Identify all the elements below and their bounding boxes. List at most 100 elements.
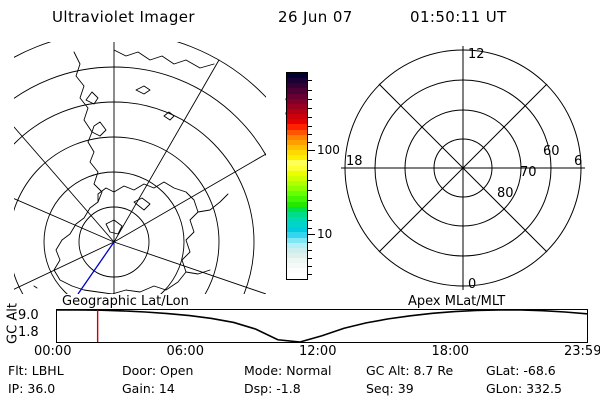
colorbar-minor-tick: [308, 266, 312, 267]
colorbar-minor-tick: [308, 250, 312, 251]
status-bar: Flt: LBHL IP: 36.0 Door: Open Gain: 14 M…: [0, 362, 600, 400]
colorbar-minor-tick: [308, 190, 312, 191]
colorbar-minor-tick: [308, 99, 312, 100]
colorbar-band: [287, 180, 307, 187]
orbit-ytick-high: 9.0: [18, 308, 39, 323]
colorbar-band: [287, 222, 307, 228]
colorbar-major-tick: [308, 150, 315, 151]
colorbar-band: [287, 258, 307, 264]
colorbar-band: [287, 227, 307, 233]
colorbar-minor-tick: [308, 160, 312, 161]
colorbar-band: [287, 232, 307, 238]
colorbar-tick-label: 100: [317, 143, 340, 157]
geographic-map-panel[interactable]: [14, 42, 266, 294]
orbit-x-axis-ticks: 00:00 06:00 12:00 18:00 23:59: [0, 344, 600, 360]
mlt-label-bottom: 0: [468, 277, 476, 292]
status-glat: GLat: -68.6: [486, 363, 556, 378]
colorbar-band: [287, 73, 307, 79]
colorbar-band: [287, 93, 307, 99]
orbit-altitude-curve: [57, 310, 587, 342]
colorbar-minor-tick: [308, 117, 312, 118]
colorbar-minor-tick: [308, 274, 312, 275]
colorbar-band: [287, 155, 307, 161]
colorbar-band: [287, 191, 307, 197]
svg-text:80: 80: [497, 186, 514, 201]
colorbar-band: [287, 114, 307, 120]
colorbar-band: [287, 98, 307, 104]
orbit-xtick-label: 06:00: [166, 344, 204, 359]
status-gain: Gain: 14: [122, 381, 175, 396]
colorbar-band: [287, 144, 307, 151]
colorbar-tick-label: 10: [317, 227, 333, 241]
colorbar-band: [287, 78, 307, 84]
colorbar-band: [287, 124, 307, 130]
header-bar: Ultraviolet Imager 26 Jun 07 01:50:11 UT: [0, 0, 600, 34]
colorbar-minor-tick: [308, 228, 312, 229]
colorbar-minor-tick: [308, 220, 312, 221]
colorbar-minor-tick: [308, 242, 312, 243]
graticule-lines: [14, 42, 266, 294]
orbit-ytick-low: 1.8: [18, 325, 39, 340]
colorbar-tick-axis: 100 10: [308, 72, 340, 280]
status-gc-alt: GC Alt: 8.7 Re: [366, 363, 454, 378]
page-title: Ultraviolet Imager: [52, 8, 195, 26]
colorbar-band: [287, 134, 307, 140]
colorbar-band: [287, 273, 307, 279]
colorbar-minor-tick: [308, 134, 312, 135]
colorbar-minor-tick: [308, 170, 312, 171]
colorbar-band: [287, 88, 307, 94]
mlt-latitude-labels: 60 70 80: [497, 144, 560, 201]
mlt-dial-svg: 12 6 0 18 60 70 80: [341, 46, 585, 292]
mlt-label-right: 6: [574, 154, 582, 169]
orbit-altitude-panel[interactable]: Geographic Lat/Lon Apex MLat/MLT GC Alt …: [0, 294, 600, 359]
colorbar-minor-tick: [308, 210, 312, 211]
colorbar-band: [287, 201, 307, 207]
mlt-label-left: 18: [346, 154, 363, 169]
colorbar-minor-tick: [308, 108, 312, 109]
mlt-label-top: 12: [468, 47, 485, 62]
orbit-xtick-label: 18:00: [431, 344, 469, 359]
colorbar-band: [287, 119, 307, 125]
colorbar-band: [287, 160, 307, 166]
mlt-hour-labels: 12 6 0 18: [346, 47, 582, 292]
orbit-altitude-plot[interactable]: [56, 309, 588, 343]
colorbar-minor-tick: [308, 142, 312, 143]
colorbar-minor-tick: [308, 126, 312, 127]
mlt-panel-caption: Apex MLat/MLT: [408, 294, 506, 309]
mlt-dial-panel[interactable]: 12 6 0 18 60 70 80: [334, 42, 592, 294]
colorbar-band: [287, 108, 307, 115]
status-dsp: Dsp: -1.8: [244, 381, 301, 396]
orbit-xtick-label: 00:00: [34, 344, 72, 359]
colorbar-band: [287, 216, 307, 223]
colorbar-minor-tick: [308, 258, 312, 259]
status-seq: Seq: 39: [366, 381, 414, 396]
colorbar-band: [287, 129, 307, 135]
colorbar-band: [287, 150, 307, 156]
subsatellite-track-line: [77, 241, 115, 294]
status-column-flight: Flt: LBHL IP: 36.0: [8, 362, 64, 398]
colorbar-band: [287, 170, 307, 176]
observation-time: 01:50:11 UT: [410, 8, 507, 26]
mlt-spokes: [341, 46, 585, 290]
colorbar-band: [287, 139, 307, 145]
geo-panel-caption: Geographic Lat/Lon: [62, 294, 189, 309]
colorbar-gradient: [286, 72, 308, 280]
colorbar-band: [287, 186, 307, 192]
colorbar-band: [287, 242, 307, 248]
colorbar-band: [287, 175, 307, 181]
orbit-altitude-svg: [57, 310, 587, 342]
colorbar-minor-tick: [308, 180, 312, 181]
colorbar-band: [287, 268, 307, 274]
colorbar-band: [287, 103, 307, 109]
observation-date: 26 Jun 07: [278, 8, 353, 26]
colorbar-band: [287, 83, 307, 89]
colorbar-band: [287, 196, 307, 202]
coastline-antarctica: [33, 49, 229, 294]
colorbar-minor-tick: [308, 90, 312, 91]
status-column-altitude: GC Alt: 8.7 Re Seq: 39: [366, 362, 453, 398]
status-column-mode: Mode: Normal Dsp: -1.8: [244, 362, 331, 398]
status-column-door: Door: Open Gain: 14: [122, 362, 193, 398]
colorbar-band: [287, 252, 307, 259]
colorbar-minor-tick: [308, 200, 312, 201]
